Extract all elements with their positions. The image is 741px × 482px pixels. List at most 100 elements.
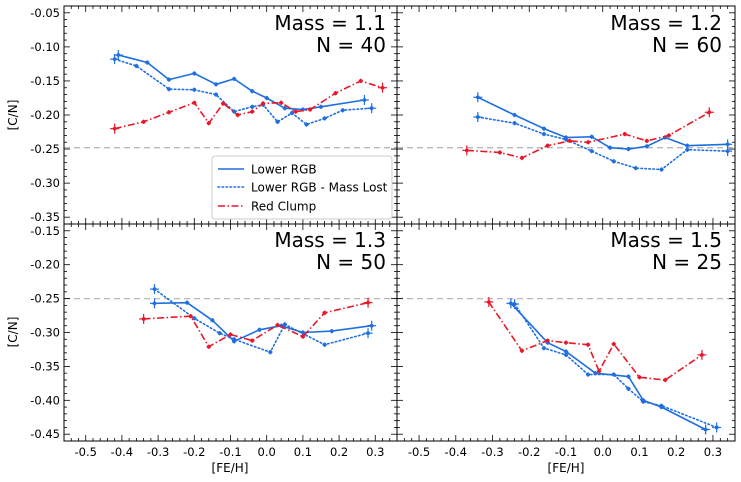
data-point [112, 126, 117, 131]
data-point [116, 53, 121, 57]
data-point [685, 143, 690, 148]
data-point [167, 87, 171, 92]
data-point [564, 349, 568, 354]
data-point [633, 166, 638, 171]
data-point [589, 149, 594, 154]
data-point [308, 107, 313, 112]
data-point [685, 147, 690, 152]
y-tick-label: -0.20 [30, 258, 60, 272]
data-point [714, 425, 719, 430]
legend-label-red-clump: Red Clump [251, 200, 316, 214]
data-point [210, 318, 215, 323]
data-point [369, 106, 374, 111]
legend-box [211, 155, 393, 220]
panel-title: Mass = 1.1 [274, 11, 386, 35]
series-line-lower-rgb-mass-lost [476, 116, 729, 171]
data-point [167, 110, 171, 115]
data-point [192, 71, 197, 76]
y-tick-label: -0.30 [30, 176, 60, 190]
panel-count: N = 25 [652, 250, 722, 274]
data-point [275, 119, 280, 124]
data-point [589, 134, 594, 139]
data-point [586, 372, 590, 377]
data-point [185, 300, 189, 305]
data-point [512, 302, 517, 306]
y-tick-label: -0.25 [30, 142, 60, 156]
x-tick-label: 0.3 [366, 445, 384, 459]
data-point [322, 310, 327, 315]
series-line-lower-rgb-mass-lost [153, 288, 369, 354]
series-line-lower-rgb [154, 301, 372, 343]
data-point [322, 342, 327, 347]
series-line-lower-rgb-mass-lost [113, 58, 373, 126]
data-point [725, 149, 730, 154]
data-point [329, 329, 334, 334]
data-point [290, 111, 294, 115]
data-point [206, 344, 211, 349]
data-point [567, 138, 572, 143]
x-tick-label: 0.0 [258, 445, 276, 459]
data-point [369, 323, 374, 328]
series-line-red-clump [488, 301, 703, 381]
data-point [622, 132, 627, 136]
legend-label-mass-lost: Lower RGB - Mass Lost [251, 181, 388, 195]
panel-frame [396, 223, 736, 442]
data-point [637, 375, 642, 380]
data-point [644, 138, 649, 143]
data-point [214, 92, 218, 97]
data-point [293, 109, 298, 114]
y-tick-label: -0.30 [30, 326, 60, 340]
y-tick-label: -0.15 [30, 74, 60, 88]
data-point [608, 145, 612, 150]
data-point [542, 126, 546, 131]
panel-count: N = 50 [316, 250, 386, 274]
y-tick-label: -0.20 [30, 108, 60, 122]
data-point [512, 121, 517, 126]
data-point [250, 109, 255, 114]
data-point [659, 167, 664, 172]
panel-mass-1-1: Mass = 1.1 N = 40 [63, 5, 398, 225]
x-tick-label: -0.4 [445, 445, 467, 459]
data-point [597, 369, 601, 374]
data-point [228, 332, 233, 337]
data-point [192, 87, 197, 92]
panel-count: N = 60 [652, 33, 722, 57]
data-point [520, 348, 524, 353]
data-point [508, 301, 513, 306]
data-point [358, 79, 363, 83]
data-point [152, 287, 157, 291]
data-point [275, 323, 280, 327]
panel-mass-1-2: Mass = 1.2 N = 60 [396, 5, 736, 225]
data-point [464, 148, 469, 153]
data-point [300, 334, 305, 339]
y-tick-label: -0.05 [30, 6, 60, 20]
data-point [611, 372, 616, 377]
data-point [542, 346, 546, 350]
x-tick-label: 0.0 [594, 445, 612, 459]
panel-title: Mass = 1.2 [610, 11, 722, 35]
x-tick-label: -0.4 [111, 445, 133, 459]
data-point [145, 60, 150, 65]
x-tick-label: -0.5 [74, 445, 96, 459]
data-point [264, 96, 269, 100]
data-point [725, 142, 730, 147]
y-tick-label: -0.15 [30, 224, 60, 238]
legend-label-lower-rgb: Lower RGB [251, 163, 317, 177]
x-tick-label: 0.3 [704, 445, 722, 459]
y-tick-label: -0.45 [30, 427, 60, 441]
x-tick-label: 0.1 [630, 445, 648, 459]
data-point [235, 113, 240, 117]
data-point [261, 101, 265, 106]
x-axis-label-right: [FE/H] [548, 461, 585, 475]
x-tick-label: -0.1 [219, 445, 241, 459]
data-point [214, 82, 218, 87]
data-point [520, 156, 524, 160]
panel-count: N = 40 [316, 33, 386, 57]
data-point [250, 338, 255, 343]
data-point [475, 95, 480, 100]
data-point [112, 57, 117, 62]
data-point [611, 342, 616, 346]
data-point [282, 106, 287, 111]
data-point [232, 337, 237, 342]
data-point [141, 119, 146, 124]
